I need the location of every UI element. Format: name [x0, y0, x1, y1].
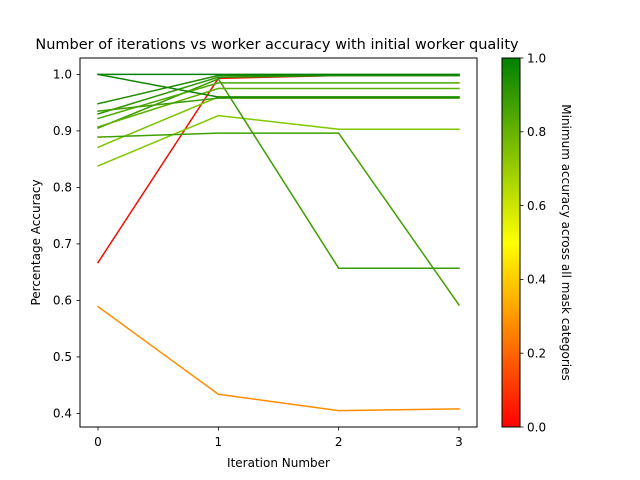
y-axis-ticks: 0.4 0.5 0.6 0.7 0.8 0.9 1.0	[53, 68, 80, 421]
series-line-2	[96, 305, 460, 412]
x-tick-label: 2	[335, 435, 343, 449]
y-tick-label: 1.0	[53, 68, 72, 82]
y-tick-label: 0.6	[53, 294, 72, 308]
x-tick-label: 3	[455, 435, 463, 449]
y-tick-label: 0.7	[53, 237, 72, 251]
y-tick-label: 0.4	[53, 407, 72, 421]
colorbar	[501, 57, 521, 428]
colorbar-tick-label: 0.2	[527, 347, 546, 361]
colorbar-tick-label: 0.4	[527, 273, 546, 287]
series-line-6	[97, 78, 460, 269]
series-line-1	[96, 74, 460, 264]
chart-title: Number of iterations vs worker accuracy …	[35, 37, 519, 53]
y-tick-label: 0.8	[53, 181, 72, 195]
series-line-11	[97, 74, 460, 105]
series-line-5	[97, 132, 461, 306]
x-axis-label: Iteration Number	[227, 456, 330, 470]
colorbar-tick-label: 0.0	[527, 420, 546, 434]
colorbar-tick-label: 0.6	[527, 199, 546, 213]
x-tick-label: 1	[215, 435, 223, 449]
colorbar-label: Minimum accuracy across all mask categor…	[559, 104, 573, 380]
series-line-8	[97, 82, 460, 120]
series-line-10	[97, 97, 460, 112]
series-line-7	[97, 87, 460, 128]
x-axis-ticks: 0 1 2 3	[94, 427, 463, 449]
series-line-12	[97, 73, 460, 98]
series-line-3	[97, 114, 460, 167]
y-tick-label: 0.9	[53, 124, 72, 138]
y-axis-label: Percentage Accuracy	[29, 179, 43, 305]
colorbar-tick-label: 1.0	[527, 51, 546, 65]
colorbar-tick-label: 0.8	[527, 125, 546, 139]
y-tick-label: 0.5	[53, 350, 72, 364]
colorbar-ticks: 0.0 0.2 0.4 0.6 0.8 1.0	[520, 51, 546, 434]
plot-frame	[79, 57, 478, 428]
x-tick-label: 0	[94, 435, 102, 449]
series-line-9	[97, 74, 460, 115]
plot-lines	[96, 73, 461, 412]
